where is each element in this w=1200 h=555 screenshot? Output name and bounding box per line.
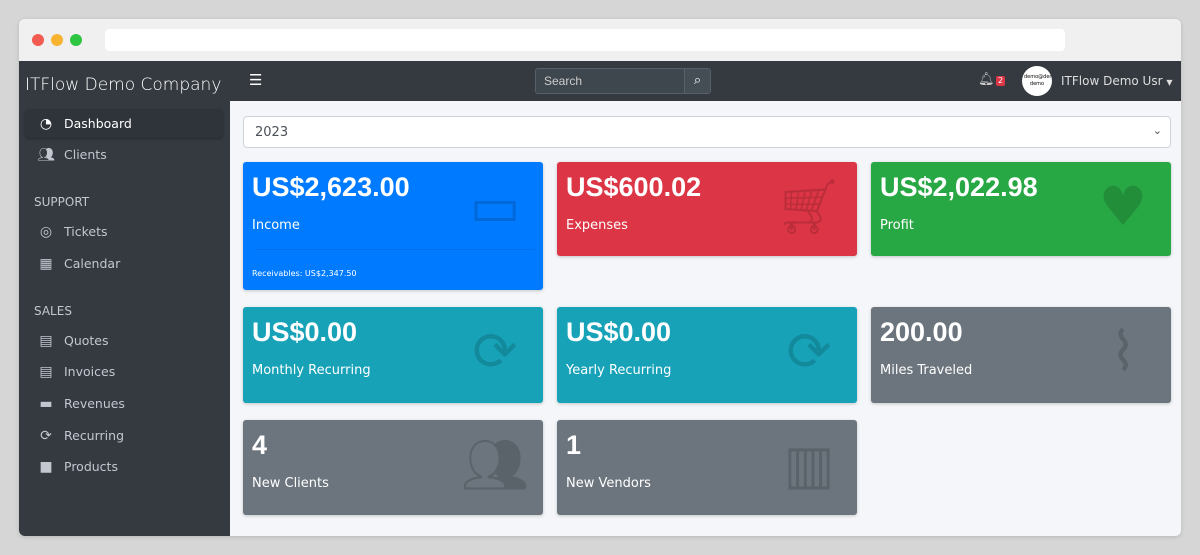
caret-down-icon: ▼: [1166, 78, 1173, 87]
sidebar-item-products[interactable]: ■ Products: [25, 452, 223, 481]
sidebar: ITFlow Demo Company ◔ Dashboard 👥︎ Clients…: [19, 61, 230, 536]
miles-traveled-card[interactable]: 200.00 Miles Traveled ⌇: [871, 307, 1171, 403]
close-dot[interactable]: [32, 34, 44, 46]
main-content: 2023 ⌄ US$2,623.00 Income ▭ Receivables: …: [230, 101, 1181, 536]
sidebar-item-recurring[interactable]: ⟳ Recurring: [25, 421, 223, 450]
shopping-cart-icon: 🛒︎: [774, 175, 844, 238]
sidebar-item-revenues[interactable]: ▬ Revenues: [25, 389, 223, 418]
menu-toggle-icon[interactable]: ☰: [249, 71, 263, 89]
calendar-icon: ▦: [39, 255, 53, 272]
life-ring-icon: ◎: [39, 223, 53, 240]
section-support: SUPPORT: [34, 195, 90, 209]
tachometer-icon: ◔: [39, 115, 53, 132]
credit-card-icon: ▬: [39, 395, 53, 412]
file-icon: ▤: [39, 332, 53, 349]
users-icon: 👥︎: [37, 146, 55, 163]
receivables-text: Receivables: US$2,347.50: [252, 269, 357, 278]
user-menu[interactable]: ITFlow Demo Usr ▼: [1061, 74, 1173, 88]
search-button[interactable]: ⌕: [684, 69, 710, 93]
notification-badge: 2: [996, 76, 1006, 86]
divider: [255, 249, 535, 250]
sidebar-item-clients[interactable]: 👥︎ Clients: [37, 146, 107, 163]
new-clients-card[interactable]: 4 New Clients 👥︎: [243, 420, 543, 515]
monthly-recurring-card[interactable]: US$0.00 Monthly Recurring ⟳: [243, 307, 543, 403]
sync-icon: ⟳: [40, 427, 52, 444]
brand-title[interactable]: ITFlow Demo Company: [25, 75, 222, 95]
chevron-down-icon: ⌄: [1152, 124, 1162, 137]
bell-icon[interactable]: 🔔︎: [978, 72, 995, 87]
year-select[interactable]: 2023 ⌄: [243, 116, 1171, 148]
expenses-card[interactable]: US$600.02 Expenses 🛒︎: [557, 162, 857, 256]
new-vendors-card[interactable]: 1 New Vendors ▥: [557, 420, 857, 515]
maximize-dot[interactable]: [70, 34, 82, 46]
users-icon: 👥︎: [460, 433, 530, 496]
sidebar-item-tickets[interactable]: ◎ Tickets: [25, 217, 223, 246]
browser-window: ITFlow Demo Company ◔ Dashboard 👥︎ Clients…: [19, 19, 1181, 536]
sync-icon: ⟳: [786, 320, 832, 383]
sync-icon: ⟳: [472, 320, 518, 383]
route-icon: ⌇: [1109, 320, 1137, 383]
profit-card[interactable]: US$2,022.98 Profit ♥: [871, 162, 1171, 256]
invoice-icon: ▤: [39, 363, 53, 380]
section-sales: SALES: [34, 304, 72, 318]
search-box: ⌕: [535, 68, 711, 94]
building-icon: ▥: [783, 433, 835, 496]
address-bar[interactable]: [105, 29, 1065, 51]
sidebar-item-invoices[interactable]: ▤ Invoices: [25, 357, 223, 386]
sidebar-item-quotes[interactable]: ▤ Quotes: [25, 326, 223, 355]
sidebar-item-dashboard[interactable]: ◔ Dashboard: [25, 109, 223, 138]
avatar[interactable]: demo@demo demo: [1022, 66, 1052, 96]
income-card[interactable]: US$2,623.00 Income ▭ Receivables: US$2,3…: [243, 162, 543, 290]
sidebar-item-calendar[interactable]: ▦ Calendar: [25, 249, 223, 278]
minimize-dot[interactable]: [51, 34, 63, 46]
yearly-recurring-card[interactable]: US$0.00 Yearly Recurring ⟳: [557, 307, 857, 403]
box-icon: ■: [39, 458, 53, 475]
credit-card-icon: ▭: [469, 175, 521, 238]
top-navbar: ☰ ⌕ 🔔︎ 2 demo@demo demo ITFlow Demo Usr …: [230, 61, 1181, 101]
browser-chrome: [19, 19, 1181, 61]
search-input[interactable]: [536, 69, 684, 93]
heart-icon: ♥: [1098, 175, 1148, 238]
